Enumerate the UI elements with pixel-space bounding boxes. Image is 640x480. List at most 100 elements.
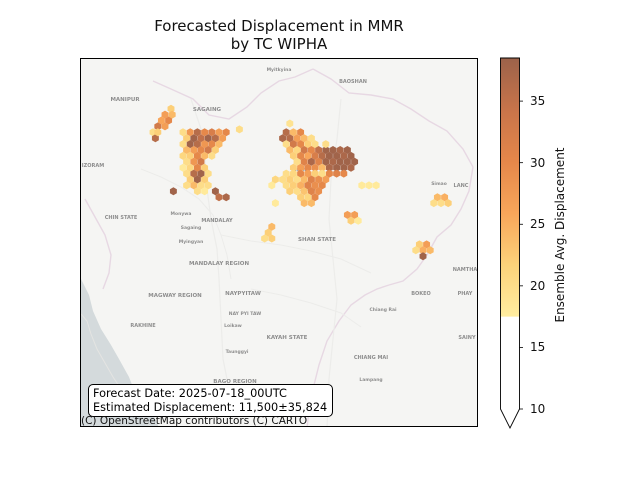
hexbin-cell bbox=[215, 193, 223, 202]
place-label: SAINY bbox=[458, 335, 476, 341]
region-boundary-1 bbox=[140, 168, 232, 280]
hexbin-cell bbox=[268, 222, 276, 231]
place-label: NAY PYI TAW bbox=[229, 311, 261, 317]
hexbin-cell bbox=[304, 169, 312, 178]
hexbin-cell bbox=[304, 163, 312, 172]
border-china bbox=[312, 68, 474, 168]
estimated-displacement-text: Estimated Displacement: 11,500±35,824 bbox=[93, 401, 328, 414]
hexbin-cell bbox=[437, 199, 445, 208]
hexbin-cell bbox=[297, 163, 305, 172]
hexbin-cell bbox=[193, 163, 201, 172]
border-west bbox=[84, 198, 112, 290]
hexbin-cell bbox=[204, 134, 212, 143]
hexbin-cell bbox=[315, 157, 323, 166]
hexbin-cell bbox=[336, 157, 344, 166]
hexbin-cell bbox=[293, 157, 301, 166]
hexbin-cell bbox=[289, 163, 297, 172]
hexbin-cell bbox=[167, 104, 175, 113]
hexbin-cell bbox=[168, 110, 176, 119]
hexbin-cell bbox=[154, 122, 162, 131]
hexbin-cell bbox=[169, 187, 177, 196]
hexbin-cell bbox=[289, 169, 297, 178]
hexbin-cell bbox=[201, 128, 209, 137]
hexbin-cell bbox=[204, 169, 212, 178]
hexbin-cell bbox=[211, 146, 219, 154]
hexbin-cell bbox=[325, 151, 333, 160]
hexbin-cell bbox=[197, 134, 205, 143]
hexbin-cell bbox=[307, 187, 315, 196]
hexbin-cell bbox=[186, 163, 194, 172]
hexbin-cell bbox=[336, 146, 344, 154]
hexbin-cell bbox=[304, 151, 312, 160]
hexbin-cell bbox=[204, 181, 212, 190]
hexbin-cell bbox=[318, 181, 326, 190]
hexbin-cell bbox=[289, 128, 297, 137]
map-axes[interactable]: MANIPUR SAGAING Myitkyina BAOSHAN IZORAM CHIN… bbox=[80, 58, 478, 427]
hexbin-cell bbox=[161, 110, 169, 119]
hexbin-cell bbox=[186, 140, 194, 149]
hexbin-cell bbox=[211, 187, 219, 196]
hexbin-cell bbox=[297, 193, 305, 202]
place-label: MAGWAY REGION bbox=[148, 293, 202, 299]
hexbin-cell bbox=[264, 228, 272, 237]
hexbin-cell bbox=[261, 234, 269, 243]
hexbin-cell bbox=[219, 134, 227, 143]
hexbin-cell bbox=[186, 128, 194, 137]
place-label: SAGAING bbox=[193, 107, 222, 113]
hexbin-cell bbox=[157, 116, 165, 125]
place-label: Sagaing bbox=[181, 225, 202, 231]
hexbin-cell bbox=[433, 193, 441, 202]
hexbin-cell bbox=[333, 163, 341, 172]
place-label: Loikaw bbox=[224, 323, 242, 329]
hexbin-cell bbox=[340, 163, 348, 172]
hexbin-cell bbox=[293, 146, 301, 154]
hexbin-cell bbox=[318, 163, 326, 172]
hexbin-cell bbox=[271, 199, 279, 208]
colorbar-tick-label: 20 bbox=[530, 278, 546, 293]
hexbin-cell bbox=[179, 140, 187, 149]
hexbin-cell bbox=[318, 151, 326, 160]
hexbin-cell bbox=[215, 128, 223, 137]
hexbin-cell bbox=[441, 193, 449, 202]
hexbin-cell bbox=[190, 157, 198, 166]
place-label: NAMTHA bbox=[453, 267, 478, 273]
hexbin-cell bbox=[268, 181, 276, 190]
hexbin-cell bbox=[279, 175, 287, 184]
hexbin-cell bbox=[183, 134, 191, 143]
hexbin-cell bbox=[419, 252, 427, 261]
hexbin-cell bbox=[307, 175, 315, 184]
hexbin-layer bbox=[149, 104, 452, 261]
hexbin-cell bbox=[286, 175, 294, 184]
place-label: MANIPUR bbox=[110, 97, 140, 103]
hexbin-cell bbox=[311, 169, 319, 178]
hexbin-cell bbox=[351, 157, 359, 166]
hexbin-cell bbox=[208, 128, 216, 137]
hexbin-cell bbox=[286, 146, 294, 154]
hexbin-cell bbox=[282, 128, 290, 137]
hexbin-cell bbox=[208, 151, 216, 160]
colorbar-label: Ensemble Avg. Displacement bbox=[553, 147, 567, 323]
hexbin-cell bbox=[193, 187, 201, 196]
place-label: Taunggyi bbox=[226, 349, 249, 355]
hexbin-cell bbox=[193, 151, 201, 160]
hexbin-cell bbox=[193, 175, 201, 184]
hexbin-cell bbox=[190, 181, 198, 190]
hexbin-cell bbox=[190, 134, 198, 143]
hexbin-cell bbox=[197, 157, 205, 166]
place-label: Simao bbox=[431, 181, 447, 187]
hexbin-cell bbox=[412, 246, 420, 255]
hexbin-cell bbox=[271, 175, 279, 184]
hexbin-cell bbox=[322, 140, 330, 149]
hexbin-cell bbox=[297, 151, 305, 160]
hexbin-cell bbox=[204, 146, 212, 154]
hexbin-cell bbox=[415, 240, 423, 249]
border-north bbox=[152, 68, 314, 120]
hexbin-cell bbox=[322, 175, 330, 184]
hexbin-cell bbox=[197, 169, 205, 178]
colorbar-gradient bbox=[500, 58, 520, 317]
hexbin-cell bbox=[282, 140, 290, 149]
hexbin-cell bbox=[311, 193, 319, 202]
hexbin-cell bbox=[333, 169, 341, 178]
info-box: Forecast Date: 2025-07-18_00UTC Estimate… bbox=[88, 384, 334, 417]
